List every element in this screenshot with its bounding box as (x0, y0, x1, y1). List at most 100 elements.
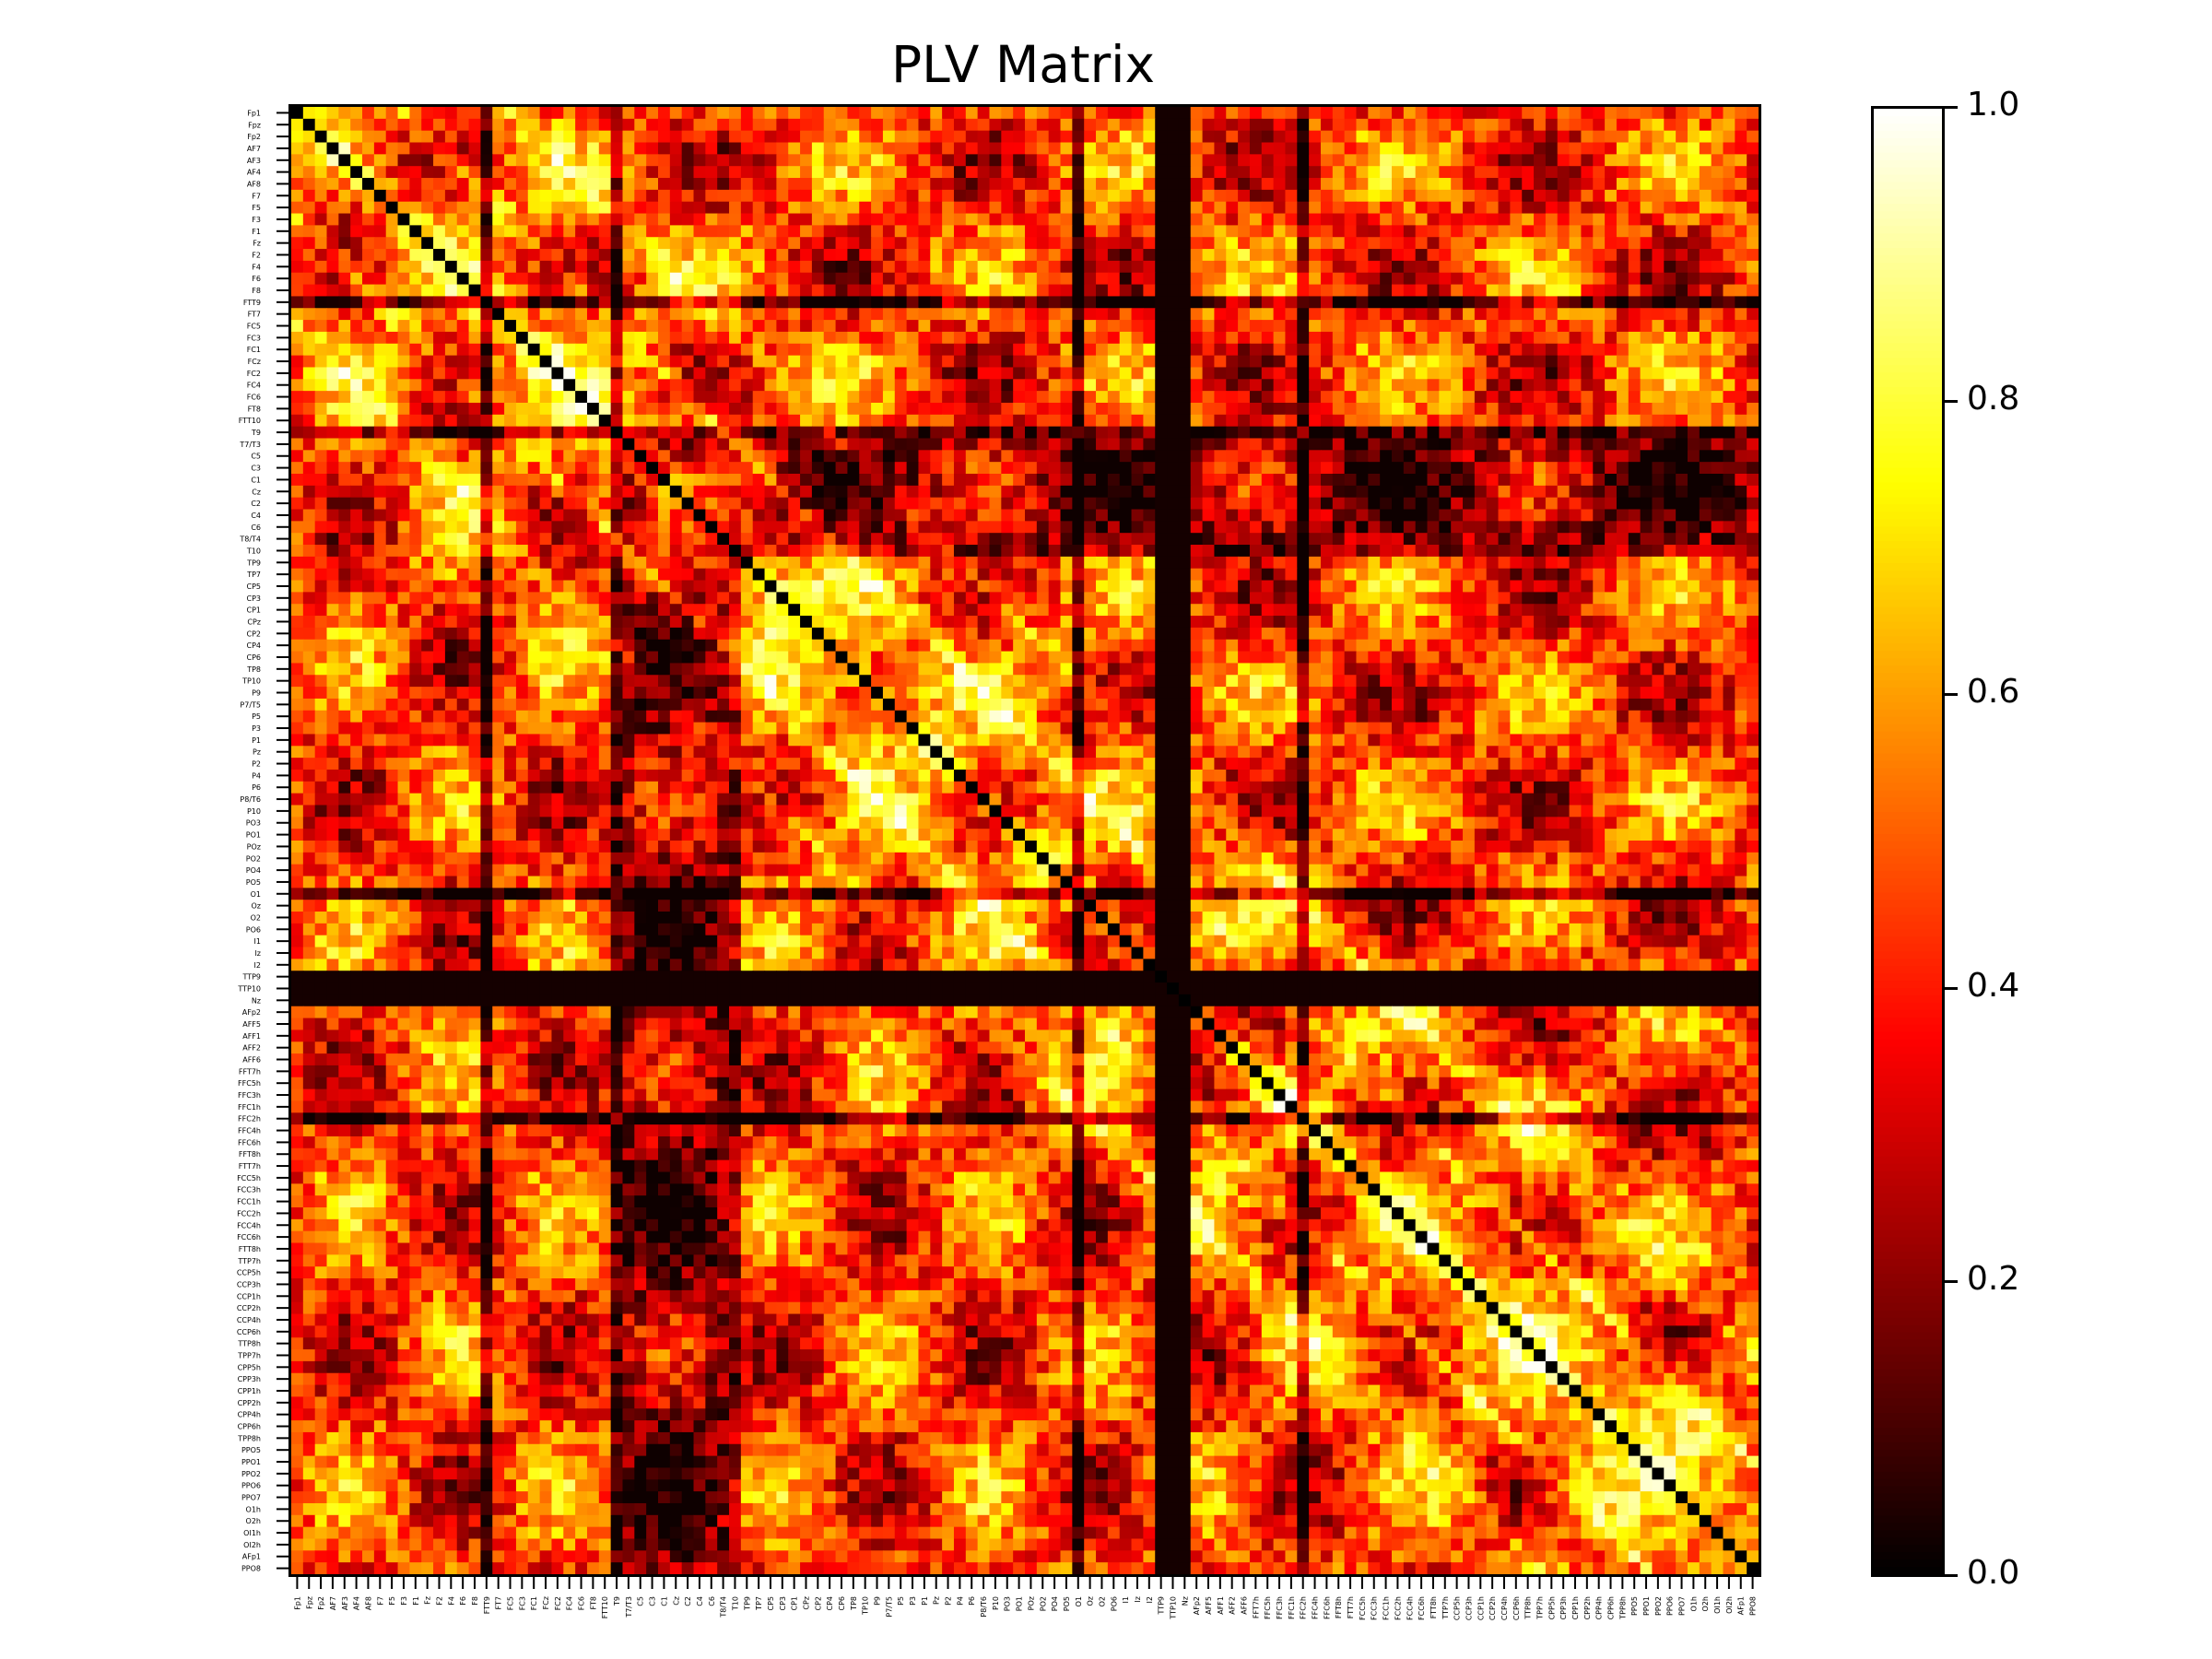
heatmap-cell (492, 130, 505, 144)
heatmap-cell (586, 367, 600, 380)
heatmap-cell (291, 201, 304, 215)
heatmap-cell (373, 367, 387, 380)
heatmap-cell (551, 130, 564, 144)
heatmap-cell (658, 414, 671, 428)
heatmap-cell (658, 438, 671, 451)
heatmap-cell (373, 580, 387, 593)
heatmap-cell (1060, 402, 1073, 416)
heatmap-cell (1096, 296, 1109, 309)
heatmap-cell (1534, 556, 1547, 570)
heatmap-cell (740, 355, 754, 369)
heatmap-cell (729, 331, 742, 345)
heatmap-cell (1616, 497, 1630, 511)
heatmap-cell (906, 438, 920, 451)
heatmap-cell (634, 213, 647, 226)
heatmap-cell (1238, 414, 1251, 428)
heatmap-cell (1167, 130, 1180, 144)
heatmap-cell (302, 474, 316, 487)
heatmap-cell (385, 189, 399, 203)
heatmap-cell (527, 178, 541, 191)
heatmap-cell (1167, 260, 1180, 274)
heatmap-cell (397, 118, 410, 132)
heatmap-cell (1285, 545, 1298, 558)
heatmap-cell (729, 189, 742, 203)
heatmap-cell (1486, 438, 1500, 451)
heatmap-cell (1593, 178, 1606, 191)
heatmap-cell (362, 107, 375, 120)
heatmap-cell (1557, 166, 1571, 179)
heatmap-cell (1001, 343, 1014, 357)
heatmap-cell (1297, 178, 1310, 191)
heatmap-cell (1368, 521, 1381, 534)
heatmap-cell (646, 225, 659, 238)
heatmap-cell (930, 260, 943, 274)
heatmap-cell (989, 474, 1002, 487)
heatmap-cell (859, 462, 872, 475)
heatmap-cell (1238, 249, 1251, 262)
heatmap-cell (1687, 474, 1700, 487)
heatmap-cell (1167, 426, 1180, 440)
heatmap-cell (397, 296, 410, 309)
heatmap-cell (433, 189, 446, 203)
heatmap-cell (1593, 509, 1606, 522)
heatmap-cell (622, 509, 635, 522)
heatmap-cell (314, 260, 328, 274)
heatmap-cell (1107, 533, 1121, 546)
heatmap-cell (1048, 201, 1062, 215)
heatmap-cell (1427, 249, 1440, 262)
heatmap-cell (776, 545, 789, 558)
heatmap-cell (1084, 201, 1097, 215)
heatmap-cell (456, 284, 470, 298)
heatmap-cell (397, 272, 410, 286)
heatmap-cell (1747, 343, 1759, 357)
heatmap-cell (362, 497, 375, 511)
heatmap-cell (622, 308, 635, 321)
heatmap-cell (1486, 166, 1500, 179)
heatmap-cell (823, 166, 837, 179)
heatmap-cell (764, 474, 777, 487)
heatmap-cell (444, 272, 458, 286)
heatmap-cell (350, 355, 363, 369)
heatmap-cell (1178, 355, 1192, 369)
heatmap-cell (1143, 402, 1156, 416)
heatmap-cell (882, 320, 896, 333)
heatmap-cell (1735, 533, 1747, 546)
heatmap-cell (575, 355, 588, 369)
heatmap-cell (705, 521, 718, 534)
heatmap-cell (906, 343, 920, 357)
heatmap-cell (586, 391, 600, 404)
heatmap-cell (1711, 331, 1724, 345)
heatmap-cell (1498, 225, 1511, 238)
heatmap-cell (1167, 521, 1180, 534)
heatmap-cell (1403, 545, 1417, 558)
heatmap-cell (1451, 391, 1464, 404)
heatmap-cell (882, 402, 896, 416)
heatmap-cell (800, 509, 813, 522)
heatmap-cell (930, 462, 943, 475)
heatmap-cell (1723, 402, 1735, 416)
heatmap-cell (1534, 568, 1547, 582)
heatmap-cell (882, 260, 896, 274)
heatmap-cell (1084, 533, 1097, 546)
heatmap-cell (575, 213, 588, 226)
heatmap-cell (563, 178, 576, 191)
heatmap-cell (1427, 545, 1440, 558)
heatmap-cell (1747, 379, 1759, 392)
heatmap-cell (717, 414, 730, 428)
heatmap-cell (894, 118, 908, 132)
heatmap-cell (1202, 379, 1216, 392)
heatmap-cell (1036, 154, 1050, 167)
heatmap-cell (1309, 474, 1322, 487)
heatmap-cell (1723, 568, 1735, 582)
heatmap-cell (1309, 367, 1322, 380)
heatmap-cell (421, 391, 434, 404)
heatmap-cell (1664, 568, 1677, 582)
heatmap-cell (811, 545, 825, 558)
heatmap-cell (492, 308, 505, 321)
heatmap-cell (930, 426, 943, 440)
heatmap-cell (1486, 296, 1500, 309)
heatmap-cell (823, 308, 837, 321)
heatmap-cell (1297, 118, 1310, 132)
heatmap-cell (468, 260, 482, 274)
heatmap-cell (409, 343, 422, 357)
